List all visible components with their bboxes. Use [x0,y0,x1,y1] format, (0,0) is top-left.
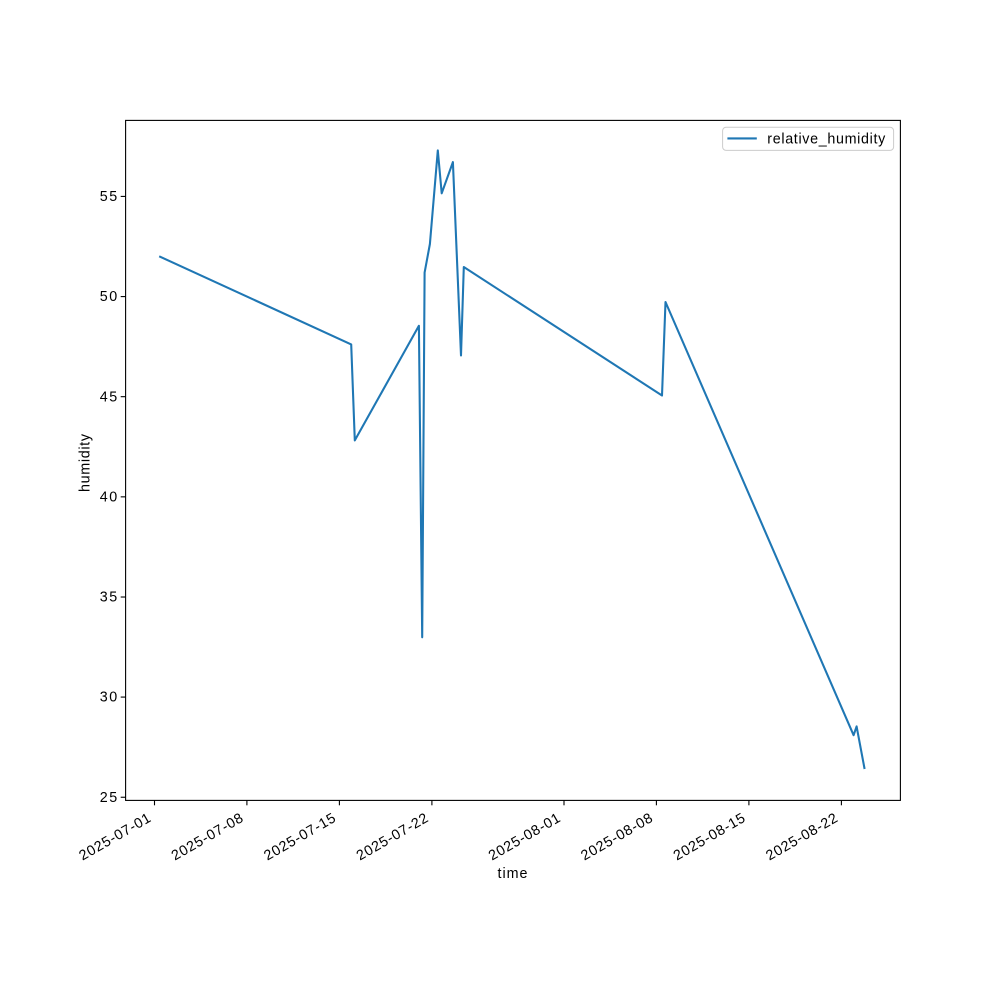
svg-text:relative_humidity: relative_humidity [767,131,886,147]
svg-text:time: time [498,866,528,882]
svg-text:40: 40 [100,490,118,506]
svg-text:35: 35 [100,590,118,606]
svg-text:30: 30 [100,690,118,706]
svg-text:25: 25 [100,790,118,806]
svg-text:55: 55 [100,189,118,205]
svg-text:50: 50 [100,289,118,305]
svg-text:45: 45 [100,389,118,405]
svg-text:humidity: humidity [78,433,94,492]
